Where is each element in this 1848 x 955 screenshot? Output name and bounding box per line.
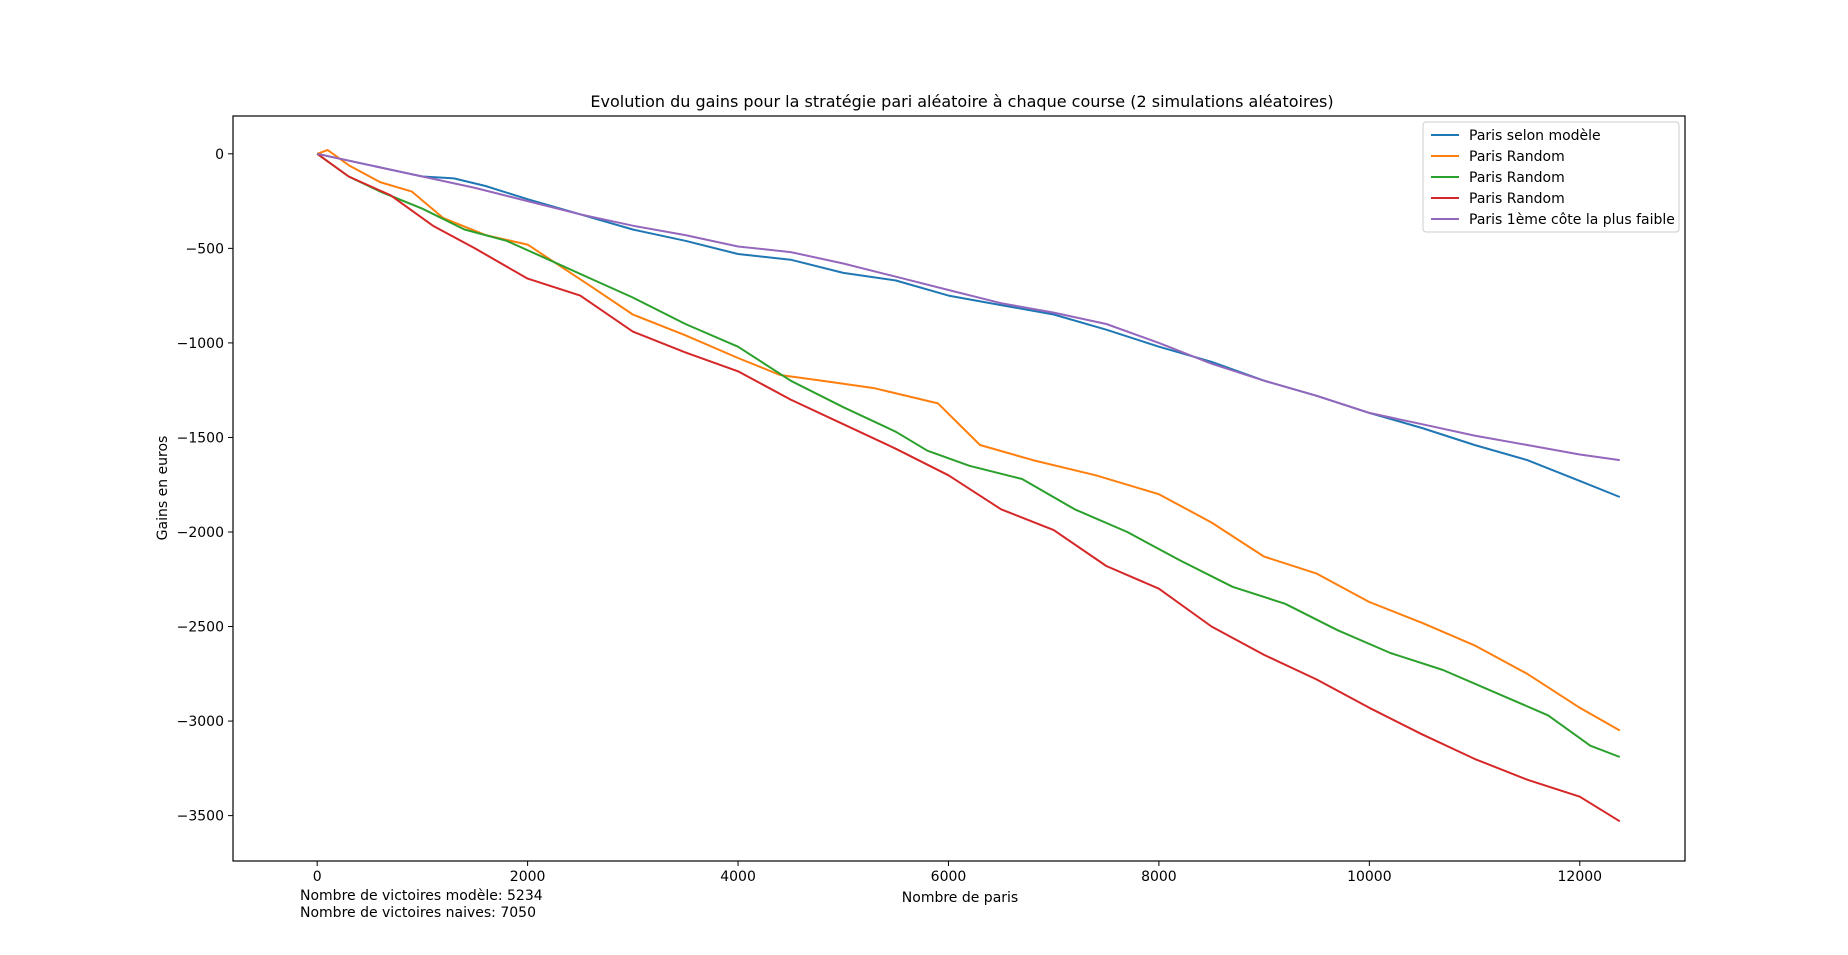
chart-title: Evolution du gains pour la stratégie par… <box>590 92 1333 111</box>
annotation-victoires-naives: Nombre de victoires naives: 7050 <box>300 905 536 921</box>
plot-frame <box>232 115 1686 862</box>
legend-label-4: Paris Random <box>1469 191 1565 207</box>
legend-label-5: Paris 1ème côte la plus faible <box>1469 212 1675 228</box>
x-tick-label: 4000 <box>720 869 756 885</box>
y-tick-label: −500 <box>186 241 224 257</box>
legend-label-2: Paris Random <box>1469 149 1565 165</box>
x-axis: 0 2000 4000 6000 8000 10000 12000 <box>313 861 1602 885</box>
y-tick-label: −3500 <box>177 809 224 825</box>
legend-box <box>1422 121 1680 233</box>
legend-label-3: Paris Random <box>1469 170 1565 186</box>
series-line-2 <box>316 149 1621 732</box>
x-tick-label: 10000 <box>1347 869 1392 885</box>
y-tick-label: 0 <box>215 147 224 163</box>
y-axis: 0 −500 −1000 −1500 −2000 −2500 −3000 −3500 <box>177 147 233 825</box>
plot-area <box>316 149 1621 823</box>
x-tick-label: 2000 <box>510 869 546 885</box>
y-axis-label: Gains en euros <box>155 436 171 541</box>
x-axis-label: Nombre de paris <box>902 890 1018 906</box>
y-tick-label: −1000 <box>177 336 224 352</box>
legend: Paris selon modèle Paris Random Paris Rand… <box>1422 121 1680 233</box>
x-tick-label: 6000 <box>931 869 967 885</box>
legend-label-1: Paris selon modèle <box>1469 128 1601 144</box>
y-tick-label: −1500 <box>177 430 224 446</box>
x-tick-label: 12000 <box>1558 869 1603 885</box>
series-line-1 <box>316 152 1621 498</box>
annotation-victoires-modele: Nombre de victoires modèle: 5234 <box>300 888 543 904</box>
series-line-3 <box>316 152 1621 758</box>
x-tick-label: 8000 <box>1141 869 1177 885</box>
x-tick-label: 0 <box>313 869 322 885</box>
y-tick-label: −2500 <box>177 620 224 636</box>
series-line-5 <box>316 152 1620 462</box>
y-tick-label: −2000 <box>177 525 224 541</box>
series-line-4 <box>316 152 1621 823</box>
y-tick-label: −3000 <box>177 714 224 730</box>
